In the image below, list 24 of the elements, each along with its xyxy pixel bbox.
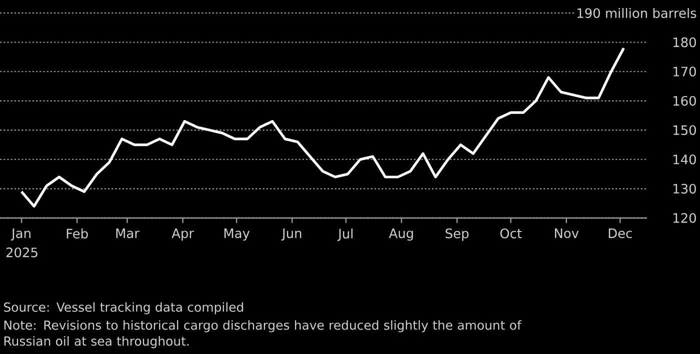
y-tick-label: 150 [674,125,696,136]
x-tick-label: Feb [66,228,88,239]
x-axis-title: 2025 [6,248,38,258]
y-tick-label: 180 [674,37,696,48]
y-tick-label: 160 [674,96,696,106]
x-tick-label: Nov [554,228,579,238]
x-tick-label: Dec [608,228,632,238]
text: Note: Revisions to historical cargo discharges have reduced slightly the amount of Russian oil at sea throughout. [4,320,522,348]
x-tick-label: Oct [500,228,522,238]
y-tick-label: 190 million barrels [578,8,696,18]
y-tick-label: 120 [674,213,696,223]
x-tick-label: Jun [281,228,302,241]
line-series [20,46,626,208]
y-tick-label: 130 [674,184,696,194]
x-tick-label: Jul [337,228,353,241]
x-tick-label: Apr [172,228,194,241]
source-note: Source: Vessel tracking data compiled [4,302,244,314]
x-tick-label: May [224,228,250,241]
x-tick-label: Aug [388,228,413,241]
x-tick-label: Jan [10,228,30,241]
x-tick-label: Mar [116,228,140,238]
y-tick-label: 170 [674,66,696,76]
y-tick-label: 140 [674,154,696,164]
x-tick-label: Sep [446,228,469,241]
